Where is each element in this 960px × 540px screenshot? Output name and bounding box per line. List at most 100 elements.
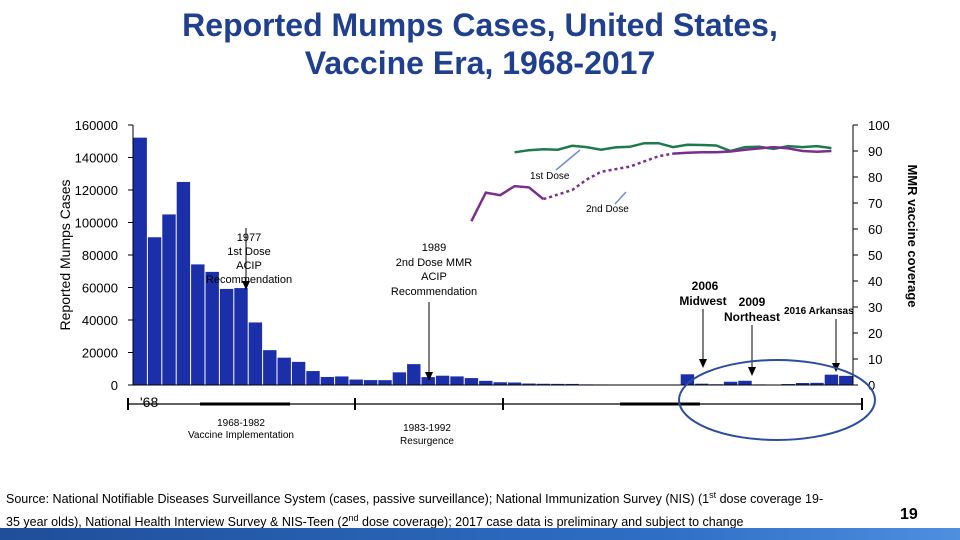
bar-1970 — [162, 214, 176, 385]
bar-1979 — [291, 361, 306, 385]
bar-1969 — [147, 237, 162, 385]
bar-1993 — [493, 382, 507, 385]
y-ticks-right: 0 10 20 30 40 50 60 70 80 90 100 — [853, 118, 890, 393]
arrowhead-2009 — [748, 367, 756, 376]
first-dose-arrow — [555, 149, 581, 171]
annotation-1989: 1989 2nd Dose MMR ACIP Recommendation — [391, 242, 477, 298]
bar-2006 — [680, 374, 695, 385]
y2tick-label: 0 — [868, 378, 875, 393]
svg-text:Recommendation: Recommendation — [391, 286, 477, 298]
second-dose-label: 2nd Dose — [586, 204, 629, 215]
bar-1990 — [450, 376, 464, 385]
bar-1984 — [363, 380, 378, 385]
svg-text:2009: 2009 — [739, 295, 766, 309]
bar-1989 — [435, 375, 450, 385]
bar-1978 — [277, 357, 291, 385]
annotation-1977: 1977 1st Dose ACIP Recommendation — [206, 232, 292, 286]
ytick-label: 40000 — [82, 313, 118, 328]
bar-1968 — [133, 137, 147, 385]
svg-text:1977: 1977 — [237, 232, 261, 244]
svg-text:ACIP: ACIP — [236, 260, 262, 272]
y-ticks-left: 0 20000 40000 60000 80000 100000 120000 140000 1… — [75, 118, 133, 393]
annotation-2009: 2009 Northeast — [724, 295, 780, 324]
bar-2016 — [824, 374, 839, 385]
bar-1987 — [407, 364, 421, 385]
svg-text:Midwest: Midwest — [679, 294, 726, 308]
svg-text:2006: 2006 — [692, 279, 719, 293]
page-number: 19 — [900, 506, 918, 523]
bar-1983 — [349, 379, 363, 385]
bar-1991 — [464, 378, 479, 385]
y2tick-label: 20 — [868, 326, 882, 341]
ytick-label: 20000 — [82, 346, 118, 361]
arrowhead-1977 — [242, 281, 250, 290]
bar-2017 — [839, 375, 853, 385]
y2tick-label: 90 — [868, 144, 882, 159]
series-line-second-dose — [470, 184, 545, 222]
bar-1986 — [392, 372, 407, 385]
ytick-label: 160000 — [75, 118, 118, 133]
y2tick-label: 80 — [868, 170, 882, 185]
y2tick-label: 70 — [868, 196, 882, 211]
bar-1982 — [335, 376, 349, 385]
ytick-label: 140000 — [75, 151, 118, 166]
bar-1994 — [507, 382, 522, 385]
annotation-2016: 2016 Arkansas — [784, 306, 854, 317]
period-1-label: 1968-1982 Vaccine Implementation — [188, 418, 294, 441]
bar-2009 — [723, 381, 738, 385]
y2tick-label: 60 — [868, 222, 882, 237]
bar-1972 — [191, 264, 205, 385]
ytick-label: 80000 — [82, 248, 118, 263]
bar-1974 — [219, 288, 234, 385]
bar-1996 — [536, 383, 551, 385]
svg-text:Vaccine Implementation: Vaccine Implementation — [188, 430, 294, 441]
recent-outbreaks-circle — [678, 359, 876, 441]
svg-text:Recommendation: Recommendation — [206, 274, 292, 286]
series-line-second-dose-recent — [672, 145, 832, 155]
bar-1995 — [522, 383, 536, 385]
y2tick-label: 30 — [868, 300, 882, 315]
y-axis-label: Reported Mumps Cases — [57, 180, 73, 331]
arrowhead-2006 — [699, 359, 707, 368]
svg-text:2nd Dose MMR: 2nd Dose MMR — [396, 257, 472, 269]
y2tick-label: 50 — [868, 248, 882, 263]
bar-2015 — [810, 382, 824, 385]
title-line-2: Vaccine Era, 1968-2017 — [304, 45, 656, 81]
y2tick-label: 40 — [868, 274, 882, 289]
bar-1973 — [205, 271, 219, 385]
bar-1975 — [234, 288, 248, 385]
second-dose-arrow — [614, 191, 627, 205]
period-2-label: 1983-1992 Resurgence — [400, 423, 454, 447]
footer-bar — [0, 528, 960, 540]
bar-1992 — [479, 380, 493, 385]
y2tick-label: 100 — [868, 118, 890, 133]
svg-text:1983-1992: 1983-1992 — [403, 423, 451, 434]
bar-2010 — [738, 380, 752, 385]
svg-text:1968-1982: 1968-1982 — [217, 418, 265, 429]
bar-1997 — [551, 383, 565, 385]
bar-1980 — [306, 371, 320, 385]
bar-1988 — [421, 377, 435, 385]
ytick-label: 0 — [111, 378, 118, 393]
svg-text:Resurgence: Resurgence — [400, 436, 454, 447]
ytick-label: 120000 — [75, 183, 118, 198]
bars-layer — [133, 137, 853, 385]
annotation-2006: 2006 Midwest — [679, 279, 726, 308]
bar-2014 — [795, 383, 810, 385]
source-note: Source: National Notifiable Diseases Sur… — [6, 490, 824, 530]
bar-1981 — [320, 376, 335, 385]
title-line-1: Reported Mumps Cases, United States, — [182, 7, 778, 43]
bar-1976 — [248, 322, 263, 385]
ytick-label: 60000 — [82, 281, 118, 296]
timeline — [127, 398, 863, 410]
first-dose-label: 1st Dose — [530, 171, 570, 182]
arrowhead-1989 — [425, 372, 433, 381]
svg-text:1989: 1989 — [422, 242, 446, 254]
bar-2007 — [695, 383, 709, 385]
svg-text:Northeast: Northeast — [724, 310, 780, 324]
bar-1977 — [263, 350, 277, 385]
svg-text:ACIP: ACIP — [421, 271, 447, 283]
series-line-second-dose-gap — [543, 152, 674, 201]
y2-axis-label: MMR vaccine coverage — [905, 164, 920, 307]
